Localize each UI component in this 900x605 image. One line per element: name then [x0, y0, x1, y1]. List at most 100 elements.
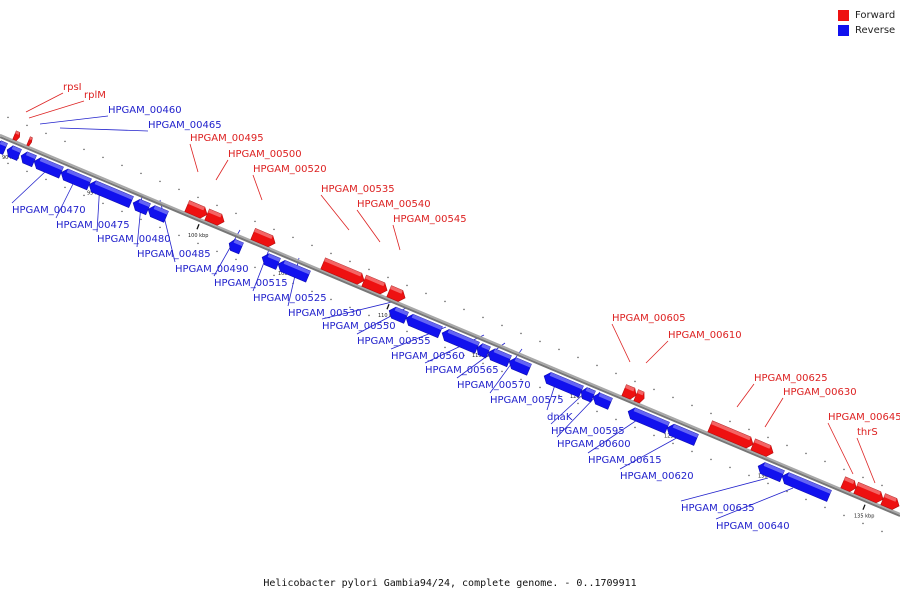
gene-HPGAM_00480[interactable] [59, 167, 92, 191]
gene-label-HPGAM_00625[interactable]: HPGAM_00625 [754, 373, 828, 384]
gene-HPGAM_00530[interactable] [276, 258, 311, 283]
gene-HPGAM_00595[interactable] [579, 386, 596, 403]
background-dots [7, 116, 883, 533]
gene-label-HPGAM_00485[interactable]: HPGAM_00485 [137, 249, 211, 260]
legend-forward[interactable]: Forward [838, 8, 895, 23]
gene-label-rplM[interactable]: rplM [84, 90, 106, 101]
gene-label-HPGAM_00465[interactable]: HPGAM_00465 [148, 120, 222, 131]
gene-HPGAM_00575[interactable] [507, 356, 532, 376]
gene-label-HPGAM_00630[interactable]: HPGAM_00630 [783, 387, 857, 398]
gene-HPGAM_00460[interactable] [0, 140, 8, 155]
gene-HPGAM_00550[interactable] [387, 305, 409, 324]
gene-HPGAM_00565[interactable] [475, 342, 491, 359]
gene-label-HPGAM_00610[interactable]: HPGAM_00610 [668, 330, 742, 341]
gene-label-HPGAM_00555[interactable]: HPGAM_00555 [357, 336, 431, 347]
gene-dnaK[interactable] [542, 370, 584, 398]
gene-label-HPGAM_00525[interactable]: HPGAM_00525 [253, 293, 327, 304]
leader-line [356, 209, 381, 243]
gene-HPGAM_00490[interactable] [131, 197, 151, 216]
gene-HPGAM_00475[interactable] [32, 156, 64, 179]
gene-label-HPGAM_00640[interactable]: HPGAM_00640 [716, 521, 790, 532]
leader-line [827, 422, 854, 475]
gene-label-HPGAM_00605[interactable]: HPGAM_00605 [612, 313, 686, 324]
gene-label-HPGAM_00480[interactable]: HPGAM_00480 [97, 234, 171, 245]
scale-tick: 110 kbp [378, 303, 398, 319]
gene-label-HPGAM_00515[interactable]: HPGAM_00515 [214, 278, 288, 289]
gene-thrS[interactable] [880, 493, 900, 512]
gene-label-HPGAM_00570[interactable]: HPGAM_00570 [457, 380, 531, 391]
leader-line [28, 100, 85, 119]
gene-label-HPGAM_00635[interactable]: HPGAM_00635 [681, 503, 755, 514]
tick-label: 135 kbp [854, 514, 874, 520]
gene-label-HPGAM_00475[interactable]: HPGAM_00475 [56, 220, 130, 231]
legend-reverse[interactable]: Reverse [838, 23, 895, 38]
gene-label-HPGAM_00495[interactable]: HPGAM_00495 [190, 133, 264, 144]
gene-HPGAM_00520[interactable] [250, 227, 278, 248]
gene-HPGAM_00535[interactable] [320, 257, 367, 286]
gene-label-thrS[interactable]: thrS [857, 427, 878, 438]
leader-line [11, 170, 47, 204]
gene-label-rpsI[interactable]: rpsI [63, 82, 82, 93]
gene-label-HPGAM_00645[interactable]: HPGAM_00645 [828, 412, 900, 423]
gene-HPGAM_00500[interactable] [204, 208, 227, 227]
gene-features[interactable] [0, 130, 900, 512]
gene-HPGAM_00515[interactable] [227, 238, 244, 255]
gene-HPGAM_00545[interactable] [386, 285, 408, 304]
gene-label-HPGAM_00540[interactable]: HPGAM_00540 [357, 199, 431, 210]
tick-label: 100 kbp [188, 233, 208, 239]
gene-label-HPGAM_00560[interactable]: HPGAM_00560 [391, 351, 465, 362]
gene-rpsI[interactable] [12, 130, 21, 142]
gene-label-HPGAM_00575[interactable]: HPGAM_00575 [490, 395, 564, 406]
gene-HPGAM_00630[interactable] [750, 438, 776, 458]
gene-HPGAM_00635[interactable] [756, 461, 785, 483]
gene-label-HPGAM_00500[interactable]: HPGAM_00500 [228, 149, 302, 160]
leader-line [215, 159, 229, 181]
gene-label-HPGAM_00565[interactable]: HPGAM_00565 [425, 365, 499, 376]
gene-label-HPGAM_00470[interactable]: HPGAM_00470 [12, 205, 86, 216]
gene-label-HPGAM_00550[interactable]: HPGAM_00550 [322, 321, 396, 332]
gene-HPGAM_00615[interactable] [626, 406, 670, 434]
leader-line [611, 323, 631, 363]
gene-label-HPGAM_00460[interactable]: HPGAM_00460 [108, 105, 182, 116]
leader-line [321, 301, 393, 320]
gene-HPGAM_00525[interactable] [260, 252, 281, 270]
gene-rplM[interactable] [26, 136, 33, 147]
gene-label-dnaK[interactable]: dnaK [547, 412, 573, 423]
gene-HPGAM_00555[interactable] [404, 312, 443, 339]
gene-label-HPGAM_00595[interactable]: HPGAM_00595 [551, 426, 625, 437]
leader-line [252, 174, 263, 201]
gene-label-HPGAM_00520[interactable]: HPGAM_00520 [253, 164, 327, 175]
leader-line [587, 415, 644, 454]
gene-thrS[interactable] [853, 481, 886, 504]
gene-HPGAM_00645[interactable] [840, 476, 859, 494]
gene-label-HPGAM_00615[interactable]: HPGAM_00615 [588, 455, 662, 466]
gene-label-HPGAM_00545[interactable]: HPGAM_00545 [393, 214, 467, 225]
leader-line [680, 477, 769, 502]
gene-HPGAM_00540[interactable] [361, 274, 390, 296]
gene-label-HPGAM_00620[interactable]: HPGAM_00620 [620, 471, 694, 482]
gene-HPGAM_00600[interactable] [591, 391, 613, 410]
gene-HPGAM_00620[interactable] [665, 422, 699, 446]
gene-HPGAM_00605[interactable] [621, 384, 639, 401]
gene-HPGAM_00465[interactable] [5, 144, 22, 161]
gene-label-HPGAM_00535[interactable]: HPGAM_00535 [321, 184, 395, 195]
gene-label-HPGAM_00600[interactable]: HPGAM_00600 [557, 439, 631, 450]
gene-HPGAM_00495[interactable] [184, 200, 210, 220]
gene-HPGAM_00570[interactable] [486, 347, 512, 368]
gene-HPGAM_00470[interactable] [19, 150, 37, 168]
genome-backbone [0, 133, 900, 517]
gene-HPGAM_00485[interactable] [87, 179, 134, 208]
scale-tick: 100 kbp [188, 223, 208, 239]
gene-HPGAM_00560[interactable] [440, 328, 480, 354]
gene-HPGAM_00490[interactable] [146, 204, 169, 223]
gene-label-HPGAM_00490[interactable]: HPGAM_00490 [175, 264, 249, 275]
gene-HPGAM_00640[interactable] [780, 471, 832, 502]
gene-label-HPGAM_00530[interactable]: HPGAM_00530 [288, 308, 362, 319]
gene-HPGAM_00610[interactable] [633, 389, 647, 404]
leader-line [856, 437, 876, 484]
gene-HPGAM_00625[interactable] [707, 420, 756, 450]
leader-line [456, 342, 506, 379]
